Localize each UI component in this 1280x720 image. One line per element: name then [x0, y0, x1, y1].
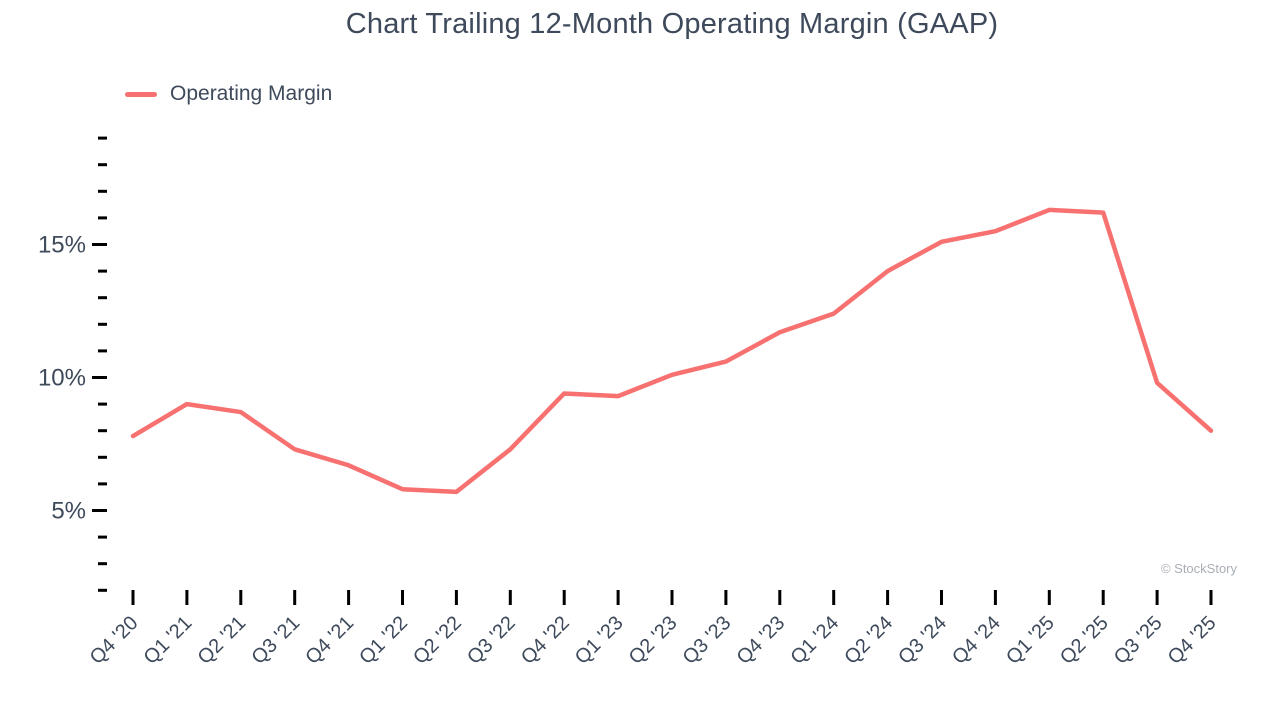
x-axis-label: Q4 '25 — [1164, 612, 1221, 669]
x-axis-label: Q2 '24 — [840, 612, 897, 669]
legend[interactable]: Operating Margin — [125, 82, 332, 106]
x-axis-label: Q1 '25 — [1002, 612, 1059, 669]
x-axis-label: Q3 '21 — [247, 612, 304, 669]
x-axis-label: Q1 '24 — [786, 612, 843, 669]
x-axis-label: Q2 '23 — [625, 612, 682, 669]
x-axis-label: Q2 '21 — [194, 612, 251, 669]
y-axis-label: 5% — [51, 498, 86, 525]
legend-line-swatch — [125, 91, 157, 97]
x-axis-label: Q4 '22 — [517, 612, 574, 669]
x-axis-label: Q3 '23 — [679, 612, 736, 669]
series-line-operating-margin — [130, 207, 1214, 495]
x-axis-label: Q3 '22 — [463, 612, 520, 669]
x-axis-label: Q4 '23 — [733, 612, 790, 669]
x-axis-label: Q3 '24 — [894, 612, 951, 669]
x-axis-label: Q4 '20 — [86, 612, 143, 669]
x-axis-label: Q2 '22 — [409, 612, 466, 669]
x-axis-label: Q2 '25 — [1056, 612, 1113, 669]
legend-label: Operating Margin — [170, 82, 333, 105]
x-axis-label: Q4 '21 — [301, 612, 358, 669]
copyright-note: © StockStory — [1160, 561, 1237, 576]
y-axis-label: 10% — [38, 365, 86, 392]
x-axis-label: Q1 '23 — [571, 612, 628, 669]
x-axis-label: Q3 '25 — [1110, 612, 1167, 669]
x-axis-label: Q4 '24 — [948, 612, 1005, 669]
chart-title: Chart Trailing 12-Month Operating Margin… — [345, 8, 999, 40]
x-axis-label: Q1 '21 — [140, 612, 197, 669]
x-axis-label: Q1 '22 — [355, 612, 412, 669]
y-axis-label: 15% — [38, 232, 86, 259]
